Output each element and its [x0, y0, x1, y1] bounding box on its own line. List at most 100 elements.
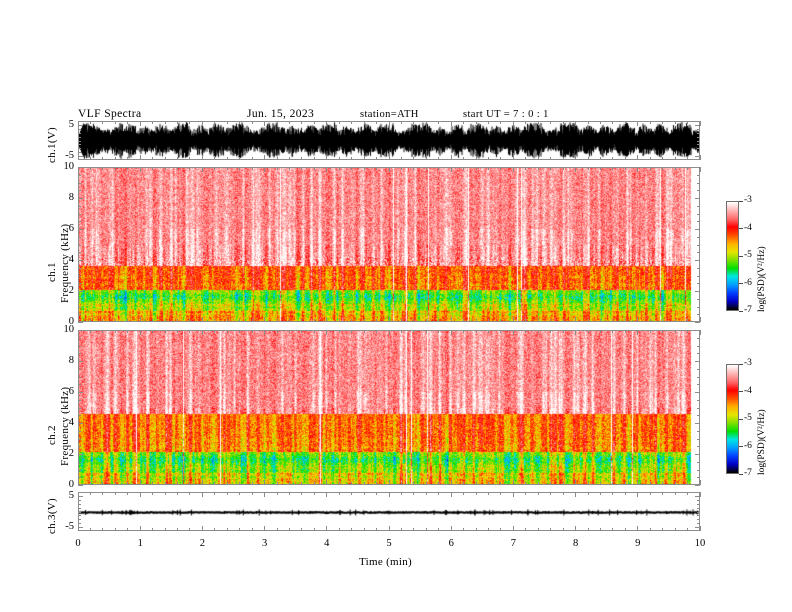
y-tick	[78, 205, 81, 207]
x-tick	[164, 492, 166, 495]
x-tick	[525, 330, 527, 333]
x-tick	[226, 330, 228, 333]
x-tick	[463, 492, 465, 495]
colorbar-ch2	[726, 364, 739, 474]
y-tick	[697, 461, 700, 463]
x-tick	[351, 319, 353, 322]
y-tick	[78, 174, 81, 176]
x-tick-label: 1	[137, 538, 143, 549]
x-tick	[699, 155, 701, 160]
y-tick	[78, 221, 81, 223]
x-tick	[550, 121, 552, 124]
x-tick	[400, 330, 402, 333]
y-tick	[78, 392, 83, 393]
x-tick	[201, 480, 203, 485]
x-tick	[687, 319, 689, 322]
x-tick	[512, 526, 514, 531]
y-tick	[78, 527, 81, 529]
y-tick	[697, 430, 700, 432]
x-tick	[637, 480, 639, 485]
x-tick	[550, 528, 552, 531]
y-tick	[78, 124, 81, 126]
y-tick	[695, 291, 700, 292]
y-tick	[78, 454, 83, 455]
x-tick	[637, 330, 639, 335]
x-tick	[438, 167, 440, 170]
x-tick	[77, 155, 79, 160]
y-tick	[78, 291, 83, 292]
x-tick	[662, 330, 664, 333]
x-tick	[537, 482, 539, 485]
x-tick	[264, 492, 266, 497]
x-tick	[127, 167, 129, 170]
x-tick	[500, 492, 502, 495]
x-tick	[127, 319, 129, 322]
x-tick	[239, 330, 241, 333]
x-tick	[699, 317, 701, 322]
x-tick	[438, 528, 440, 531]
x-tick	[114, 528, 116, 531]
x-tick	[201, 121, 203, 126]
x-tick	[276, 157, 278, 160]
x-tick	[488, 167, 490, 170]
x-tick	[313, 482, 315, 485]
colorbar-tick	[739, 310, 743, 312]
x-tick	[102, 528, 104, 531]
x-tick	[226, 482, 228, 485]
x-tick	[276, 482, 278, 485]
x-tick	[450, 480, 452, 485]
x-tick	[326, 121, 328, 126]
y-tick	[78, 128, 81, 130]
x-tick	[425, 167, 427, 170]
y-tick	[78, 152, 81, 154]
x-tick	[201, 317, 203, 322]
x-tick	[662, 157, 664, 160]
x-tick	[152, 319, 154, 322]
y-tick	[697, 190, 700, 192]
colorbar-tick-label: -4	[744, 222, 752, 233]
y-tick	[697, 140, 700, 142]
y-tick	[78, 229, 83, 230]
x-tick	[475, 482, 477, 485]
x-tick	[139, 492, 141, 497]
y-tick	[697, 252, 700, 254]
x-tick	[562, 167, 564, 170]
colorbar-tick	[739, 283, 743, 284]
x-tick	[687, 330, 689, 333]
x-tick	[637, 121, 639, 126]
x-tick	[77, 167, 79, 172]
y-tick	[78, 198, 83, 199]
x-tick	[301, 167, 303, 170]
x-tick	[450, 121, 452, 126]
x-tick	[537, 121, 539, 124]
x-tick	[525, 492, 527, 495]
y-tick-label: 2	[68, 285, 74, 296]
x-tick	[587, 482, 589, 485]
x-tick	[450, 155, 452, 160]
x-tick	[288, 492, 290, 495]
y-tick	[697, 511, 700, 513]
x-tick	[189, 492, 191, 495]
x-tick	[264, 480, 266, 485]
y-tick-label: -5	[65, 521, 74, 533]
y-tick	[697, 345, 700, 347]
x-tick	[488, 492, 490, 495]
x-tick	[251, 330, 253, 333]
x-tick	[425, 330, 427, 333]
x-tick	[649, 319, 651, 322]
x-tick	[276, 492, 278, 495]
x-tick	[164, 157, 166, 160]
x-tick	[699, 480, 701, 485]
x-tick	[376, 330, 378, 333]
y-tick	[78, 345, 81, 347]
y-tick	[78, 384, 81, 386]
y-tick-label: 6	[68, 386, 74, 397]
x-tick	[612, 319, 614, 322]
y-tick	[697, 477, 700, 479]
y-tick	[697, 132, 700, 134]
y-tick	[697, 415, 700, 417]
x-tick	[624, 319, 626, 322]
x-tick	[562, 319, 564, 322]
x-tick	[500, 121, 502, 124]
ch1-waveform-panel	[78, 121, 700, 160]
